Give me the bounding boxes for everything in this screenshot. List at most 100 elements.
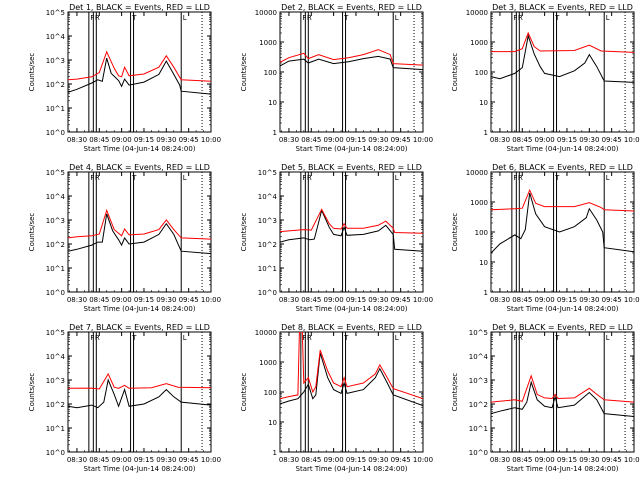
event-marker-label: F (513, 334, 517, 342)
y-tick-label: 10^0 (46, 449, 65, 457)
y-tick-label: 10^4 (469, 353, 489, 361)
plot-frame (490, 171, 635, 293)
x-tick-label: 09:00 (112, 136, 132, 144)
y-tick-label: 10^1 (46, 425, 65, 433)
y-tick-label: 10^5 (469, 329, 488, 337)
x-tick-label: 09:00 (324, 456, 344, 464)
x-tick-label: 09:45 (391, 456, 411, 464)
lld-series-line (491, 31, 634, 53)
x-tick-label: 08:45 (301, 136, 321, 144)
y-axis-label: Counts/sec (28, 53, 36, 92)
lld-series-line (280, 208, 423, 234)
x-tick-label: 09:30 (368, 136, 388, 144)
y-tick-label: 10^1 (46, 105, 65, 113)
y-tick-label: 1 (484, 129, 488, 137)
panel-title: Det 2, BLACK = Events, RED = LLD (281, 3, 422, 12)
event-marker-label: L (395, 14, 399, 22)
detector-panel-9: Det 9, BLACK = Events, RED = LLD Counts/s… (451, 323, 640, 473)
event-marker-label: T (343, 14, 349, 22)
x-tick-label: 09:45 (602, 456, 622, 464)
events-series-line (491, 380, 634, 417)
x-tick-label: 09:30 (156, 136, 176, 144)
x-tick-label: 09:00 (324, 136, 344, 144)
y-tick-label: 10^2 (46, 241, 65, 249)
x-tick-label: 09:00 (112, 456, 132, 464)
detector-panel-1: Det 1, BLACK = Events, RED = LLD Counts/s… (28, 3, 221, 153)
y-tick-label: 10^5 (46, 9, 65, 17)
x-tick-label: 10:00 (201, 136, 221, 144)
x-tick-label: 09:45 (602, 296, 622, 304)
x-tick-label: 08:30 (490, 456, 510, 464)
event-marker-label: R (95, 174, 100, 182)
x-tick-label: 08:45 (512, 296, 532, 304)
x-axis-label: Start Time (04-Jun-14 08:24:00) (507, 145, 619, 153)
events-series-line (491, 192, 634, 254)
event-marker-label: R (307, 14, 312, 22)
y-axis-label: Counts/sec (451, 373, 459, 412)
plot-frame (67, 171, 212, 293)
y-tick-label: 10^0 (258, 289, 277, 297)
x-tick-label: 09:15 (346, 296, 366, 304)
event-marker-label: T (343, 334, 349, 342)
events-series-line (68, 213, 211, 255)
y-tick-label: 10^5 (46, 329, 65, 337)
event-marker-label: L (183, 14, 187, 22)
x-tick-label: 09:00 (535, 136, 555, 144)
x-tick-label: 09:45 (391, 296, 411, 304)
x-tick-label: 09:30 (156, 456, 176, 464)
y-tick-label: 10000 (255, 9, 277, 17)
x-tick-label: 09:45 (179, 296, 199, 304)
y-tick-label: 1 (273, 449, 277, 457)
y-tick-label: 10^3 (46, 217, 65, 225)
y-tick-label: 10000 (255, 329, 277, 337)
x-tick-label: 09:15 (557, 136, 577, 144)
event-marker-label: T (554, 334, 560, 342)
event-marker-label: F (302, 14, 306, 22)
x-tick-label: 09:00 (112, 296, 132, 304)
y-tick-label: 10^2 (469, 401, 488, 409)
y-tick-label: 10^4 (46, 33, 66, 41)
x-tick-label: 09:30 (579, 136, 599, 144)
detector-panel-5: Det 5, BLACK = Events, RED = LLD Counts/s… (240, 163, 433, 313)
detector-panel-6: Det 6, BLACK = Events, RED = LLD Counts/s… (451, 163, 640, 313)
x-axis-label: Start Time (04-Jun-14 08:24:00) (296, 465, 408, 473)
x-tick-label: 08:30 (279, 136, 299, 144)
y-axis-label: Counts/sec (240, 53, 248, 92)
plot-frame (490, 331, 635, 453)
y-tick-label: 10^4 (258, 193, 278, 201)
lld-series-line (280, 332, 423, 400)
event-marker-label: R (518, 334, 523, 342)
plot-frame (279, 171, 424, 293)
panel-title: Det 6, BLACK = Events, RED = LLD (492, 163, 633, 172)
events-series-line (280, 208, 423, 252)
events-series-line (280, 352, 423, 407)
event-marker-label: F (513, 14, 517, 22)
x-tick-label: 09:30 (579, 456, 599, 464)
y-axis-label: Counts/sec (28, 213, 36, 252)
y-tick-label: 10 (479, 259, 488, 267)
x-tick-label: 08:45 (89, 296, 109, 304)
y-axis-label: Counts/sec (240, 213, 248, 252)
x-tick-label: 08:30 (279, 456, 299, 464)
y-tick-label: 10^1 (46, 265, 65, 273)
x-tick-label: 10:00 (624, 296, 640, 304)
x-tick-label: 10:00 (413, 456, 433, 464)
y-tick-label: 1000 (470, 199, 488, 207)
y-tick-label: 10^0 (469, 449, 488, 457)
event-marker-label: L (606, 14, 610, 22)
event-marker-label: F (90, 14, 94, 22)
event-marker-label: T (343, 174, 349, 182)
lld-series-line (68, 50, 211, 82)
y-axis-label: Counts/sec (28, 373, 36, 412)
y-tick-label: 1 (273, 129, 277, 137)
event-marker-label: T (131, 174, 137, 182)
detector-panel-4: Det 4, BLACK = Events, RED = LLD Counts/s… (28, 163, 221, 313)
x-tick-label: 09:30 (156, 296, 176, 304)
y-tick-label: 1000 (259, 359, 277, 367)
x-tick-label: 10:00 (413, 296, 433, 304)
event-marker-label: F (302, 174, 306, 182)
x-axis-label: Start Time (04-Jun-14 08:24:00) (507, 305, 619, 313)
y-tick-label: 1 (484, 289, 488, 297)
event-marker-label: L (183, 334, 187, 342)
plot-frame (67, 11, 212, 133)
